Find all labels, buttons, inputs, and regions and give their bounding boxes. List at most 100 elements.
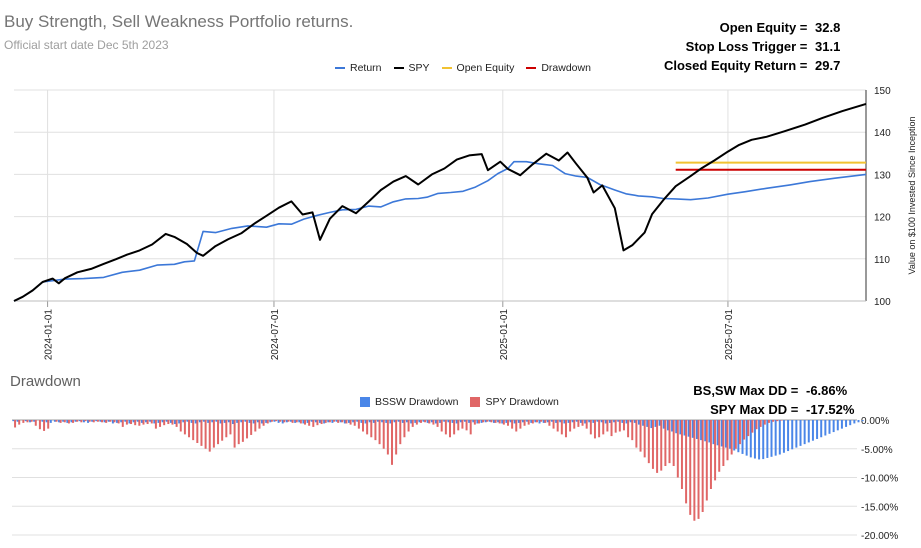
spy-drawdown-bar (540, 420, 543, 422)
y-tick-label: 110 (874, 255, 890, 266)
bssw-drawdown-bar (99, 420, 102, 422)
spy-drawdown-bar (38, 420, 41, 430)
bssw-drawdown-bar (111, 420, 114, 424)
spy-drawdown-bar (697, 420, 700, 519)
spy-drawdown-bar (639, 420, 642, 452)
bssw-drawdown-bar (211, 420, 214, 423)
spy-drawdown-bar (776, 420, 779, 422)
spy-drawdown-bar (341, 420, 344, 423)
bssw-drawdown-bar (435, 420, 437, 424)
bssw-drawdown-bar (617, 420, 620, 422)
spy-drawdown-bar (494, 420, 497, 423)
spy-drawdown-bar (67, 420, 70, 424)
bssw-drawdown-bar (256, 420, 259, 423)
bssw-drawdown-bar (824, 420, 827, 436)
spy-drawdown-bar (709, 420, 712, 489)
x-tick-label: 2024-07-01 (270, 309, 281, 361)
bssw-drawdown-bar (472, 420, 475, 423)
bssw-drawdown-bar (120, 420, 123, 423)
spy-drawdown-bar (14, 420, 17, 428)
bssw-drawdown-bar (683, 420, 686, 436)
bssw-drawdown-bar (439, 420, 442, 423)
bssw-drawdown-bar (662, 420, 665, 429)
spy-drawdown-bar (308, 420, 311, 426)
return-line (13, 160, 867, 302)
spy-drawdown-bar (279, 420, 282, 422)
bssw-drawdown-bar (24, 420, 27, 422)
bssw-drawdown-bar (78, 420, 81, 422)
spy-drawdown-bar (386, 420, 389, 455)
bssw-drawdown-bar (758, 420, 761, 460)
bssw-drawdown-bar (277, 420, 280, 423)
bssw-drawdown-bar (588, 420, 591, 423)
spy-drawdown-bar (254, 420, 257, 432)
bssw-drawdown-bar (459, 420, 462, 423)
bssw-drawdown-bar (857, 420, 860, 423)
bssw-drawdown-bar (215, 420, 218, 422)
chart-title: Buy Strength, Sell Weakness Portfolio re… (4, 12, 354, 31)
bssw-drawdown-bar (331, 420, 334, 423)
bssw-drawdown-bar (418, 420, 421, 423)
spy-drawdown-bar (320, 420, 323, 425)
bssw-drawdown-bar (646, 420, 649, 427)
spy-drawdown-bar (552, 420, 555, 429)
stat-label: SPY Max DD = (710, 402, 799, 417)
spy-drawdown-bar (374, 420, 377, 441)
spy-drawdown-bar (188, 420, 191, 438)
bssw-drawdown-bar (513, 420, 516, 424)
spy-drawdown-bar (602, 420, 605, 435)
spy-drawdown-bar (453, 420, 456, 435)
spy-drawdown-bar (618, 420, 621, 432)
bssw-drawdown-bar (799, 420, 802, 446)
bssw-drawdown-bar (335, 420, 338, 422)
spy-drawdown-bar (316, 420, 319, 426)
bssw-drawdown-bar (87, 420, 90, 423)
bssw-drawdown-bar (608, 420, 611, 423)
spy-drawdown-bar (125, 420, 128, 425)
bssw-drawdown-bar (186, 420, 189, 422)
spy-drawdown-bar (593, 420, 596, 439)
bssw-drawdown-bar (658, 420, 661, 426)
bssw-drawdown-bar (319, 420, 322, 423)
spy-drawdown-bar (680, 420, 683, 489)
bssw-drawdown-bar (198, 420, 201, 423)
spy-drawdown-bar (171, 420, 174, 425)
spy-drawdown-bar (689, 420, 692, 515)
bssw-drawdown-bar (749, 420, 752, 458)
bssw-drawdown-bar (770, 420, 773, 457)
spy-drawdown-bar (47, 420, 50, 429)
bssw-drawdown-bar (787, 420, 790, 452)
spy-drawdown-bar (767, 420, 770, 423)
spy-drawdown-bar (415, 420, 418, 425)
bssw-drawdown-bar (422, 420, 425, 422)
bssw-drawdown-bar (542, 420, 545, 423)
bssw-drawdown-bar (861, 420, 864, 422)
bssw-drawdown-bar (691, 420, 694, 438)
bssw-drawdown-bar (169, 420, 172, 423)
legend-item-open-equity: Open Equity (441, 62, 514, 74)
spy-drawdown-bar (391, 420, 393, 465)
stat-spy-max-dd: SPY Max DD = -17.52% (710, 402, 856, 417)
legend-key (470, 397, 481, 407)
bssw-drawdown-bar (298, 420, 301, 423)
bssw-drawdown-bar (708, 420, 711, 443)
dd-gridlines (12, 419, 857, 536)
bssw-drawdown-bar (339, 420, 342, 423)
bssw-drawdown-bar (53, 420, 56, 422)
stat-label: Open Equity = (719, 20, 808, 35)
spy-drawdown-bar (627, 420, 630, 438)
spy-drawdown-bars (14, 420, 783, 521)
bssw-drawdown-bar (165, 420, 168, 422)
dd-y-tick-label: -10.00% (861, 474, 898, 485)
spy-drawdown-bar (229, 420, 232, 435)
bssw-drawdown-bar (538, 420, 541, 424)
spy-drawdown-bar (751, 420, 754, 433)
spy-drawdown-bar (544, 420, 547, 423)
spy-drawdown-bar (556, 420, 559, 432)
spy-drawdown-bar (672, 420, 675, 466)
bssw-drawdown-bar (600, 420, 603, 423)
bssw-drawdown-bar (343, 420, 346, 424)
spy-drawdown-bar (424, 420, 427, 423)
spy-drawdown-bar (589, 420, 592, 435)
